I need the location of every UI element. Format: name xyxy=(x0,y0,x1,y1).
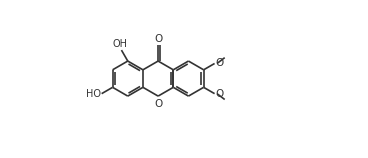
Text: O: O xyxy=(154,99,162,109)
Text: O: O xyxy=(154,34,162,44)
Text: O: O xyxy=(216,58,224,68)
Text: HO: HO xyxy=(86,89,101,99)
Text: OH: OH xyxy=(113,39,128,49)
Text: O: O xyxy=(216,89,224,99)
